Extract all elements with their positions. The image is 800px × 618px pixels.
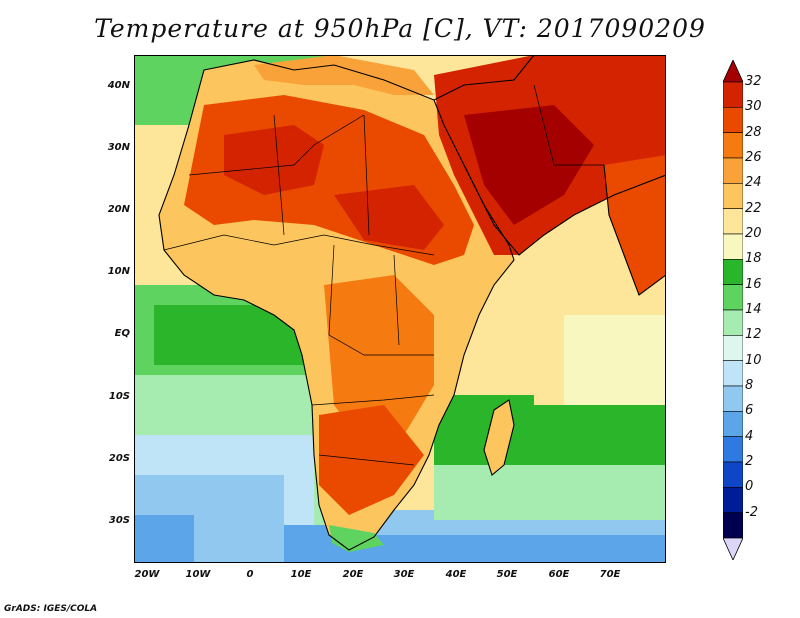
africa-hotspot-sahara [224, 125, 324, 195]
credit-text: GrADS: IGES/COLA [4, 604, 98, 614]
colorbar-label: 10 [745, 352, 762, 368]
colorbar-segment [723, 107, 743, 133]
colorbar-label: 6 [745, 403, 754, 419]
coastlines [158, 55, 666, 551]
colorbar-label: 4 [745, 428, 754, 444]
colorbar-label: 22 [745, 200, 762, 216]
colorbar-label: 32 [745, 74, 762, 89]
colorbar-segment [723, 512, 743, 539]
colorbar-segment [723, 259, 743, 285]
colorbar-segment [723, 436, 743, 463]
colorbar-label: 16 [745, 276, 762, 292]
ocean-sw-deep [134, 515, 194, 563]
colorbar-segment [723, 411, 743, 437]
colorbar-label: 30 [745, 99, 762, 115]
colorbar [723, 60, 743, 560]
colorbar-segment [723, 360, 743, 387]
colorbar-label: 18 [745, 251, 762, 267]
colorbar-segment [723, 385, 743, 412]
colorbar-bottom-arrow [723, 537, 743, 560]
colorbar-segment [723, 208, 743, 235]
madagascar [484, 400, 514, 475]
map-frame [134, 55, 666, 563]
colorbar-segment [723, 335, 743, 361]
lon-label: 70E [599, 569, 621, 580]
colorbar-label: 14 [745, 302, 762, 317]
lon-label: 20E [342, 569, 364, 580]
colorbar-label: 24 [745, 175, 762, 191]
lon-label: 60E [548, 569, 570, 580]
lon-label: 40E [445, 569, 467, 580]
temperature-map [134, 55, 666, 563]
country-borders [163, 84, 604, 466]
colorbar-segment [723, 284, 743, 311]
colorbar-segment [723, 81, 743, 108]
chart-title: Temperature at 950hPa [C], VT: 201709020… [94, 14, 706, 43]
colorbar-label: 8 [745, 378, 754, 393]
lat-label: 10S [108, 391, 130, 402]
lon-label: 10W [185, 569, 211, 580]
africa-southern-hot [319, 405, 424, 515]
lat-label: 30S [108, 515, 130, 526]
colorbar-segment [723, 487, 743, 513]
lat-label: 30N [107, 142, 130, 153]
lon-label: 30E [393, 569, 415, 580]
india-landmass [604, 155, 666, 295]
colorbar-label: 12 [745, 327, 762, 343]
ocean-indian-green [434, 395, 666, 475]
lon-label: 0 [246, 569, 254, 580]
lon-label: 50E [496, 569, 518, 580]
colorbar-segment [723, 157, 743, 184]
colorbar-segment [723, 183, 743, 209]
colorbar-label: 0 [745, 479, 754, 495]
lon-label: 10E [290, 569, 312, 580]
colorbar-segment [723, 309, 743, 336]
ocean-indian-light [434, 465, 666, 520]
colorbar-label: 2 [745, 454, 754, 469]
africa-hotspot-sudan [334, 185, 444, 250]
lat-label: 40N [107, 80, 130, 91]
lat-label: 10N [107, 266, 130, 277]
colorbar-segment [723, 233, 743, 260]
mediterranean-sea [254, 55, 434, 95]
colorbar-label: 28 [745, 124, 762, 140]
lon-label: 20W [134, 569, 160, 580]
lat-label: 20N [107, 204, 130, 215]
lat-label: EQ [114, 328, 130, 339]
colorbar-top-arrow [723, 60, 743, 83]
lat-label: 20S [108, 453, 130, 464]
colorbar-label: 20 [745, 226, 762, 241]
ocean-indian-pale [564, 315, 666, 405]
colorbar-segment [723, 132, 743, 159]
colorbar-label: 26 [745, 150, 762, 165]
colorbar-label: -2 [745, 504, 758, 520]
colorbar-segment [723, 461, 743, 488]
middle-east-hottest [464, 105, 594, 225]
